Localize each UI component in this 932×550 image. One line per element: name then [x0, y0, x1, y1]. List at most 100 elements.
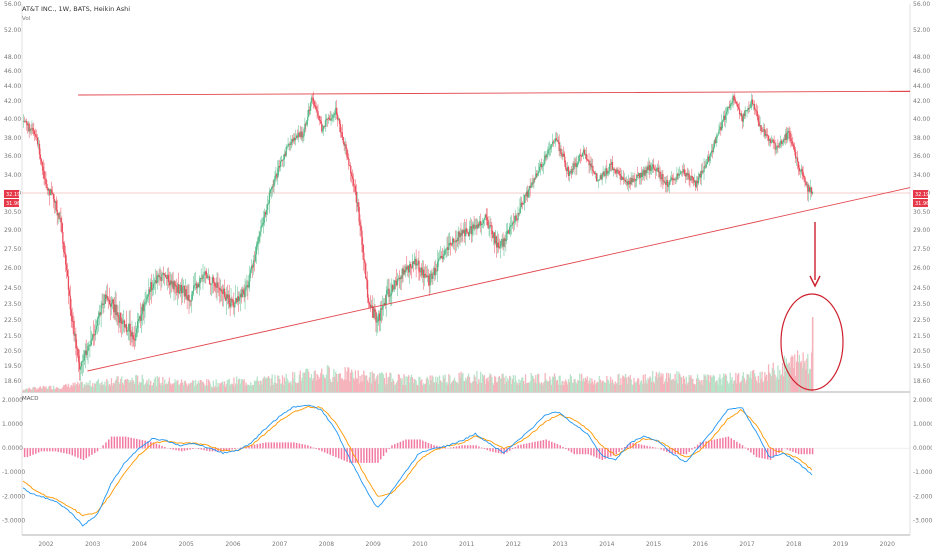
- volume-bar: [93, 383, 96, 392]
- volume-bar: [211, 387, 214, 392]
- macd-histogram-bar: [422, 440, 424, 449]
- candle-body: [103, 303, 105, 305]
- price-tick-label-right: 48.00: [913, 54, 930, 61]
- volume-bar: [701, 384, 703, 392]
- candle-body: [690, 176, 692, 181]
- macd-histogram-bar: [671, 448, 674, 455]
- volume-bar: [354, 370, 357, 392]
- candle-body: [122, 320, 125, 322]
- candle-body: [300, 131, 302, 137]
- volume-bar: [661, 376, 663, 392]
- volume-bar: [599, 379, 601, 392]
- volume-bar: [796, 350, 799, 392]
- candle-body: [641, 172, 644, 178]
- candle-body: [174, 281, 176, 286]
- macd-histogram-bar: [719, 438, 721, 449]
- candle-body: [348, 158, 350, 166]
- candle-body: [30, 128, 32, 130]
- candle-body: [96, 318, 99, 326]
- volume-bar: [222, 384, 225, 392]
- candle-body: [451, 238, 454, 245]
- candle-body: [246, 285, 248, 287]
- candle-body: [433, 268, 435, 275]
- candle-body: [413, 261, 415, 264]
- volume-bar: [373, 373, 375, 392]
- volume-bar: [279, 384, 282, 392]
- candle-body: [163, 273, 165, 276]
- macd-histogram-bar: [643, 445, 646, 449]
- candle-body: [156, 275, 158, 283]
- candle-body: [748, 107, 750, 109]
- candle-body: [294, 138, 297, 141]
- candle-body: [331, 117, 333, 119]
- macd-histogram-bar: [96, 448, 99, 452]
- candle-body: [198, 283, 200, 288]
- volume-bar: [766, 380, 769, 392]
- volume-bar: [144, 384, 146, 392]
- volume-bar: [339, 373, 342, 392]
- volume-bar: [72, 382, 74, 392]
- volume-bar: [740, 380, 743, 392]
- volume-bar: [638, 384, 641, 392]
- volume-bar: [760, 379, 762, 392]
- volume-bar: [297, 382, 300, 392]
- candle-body: [234, 302, 236, 308]
- macd-histogram-bar: [23, 448, 26, 458]
- volume-bar: [302, 372, 304, 392]
- candle-body: [373, 308, 375, 318]
- macd-histogram-bar: [483, 448, 486, 450]
- macd-histogram-bar: [251, 445, 253, 449]
- macd-histogram-bar: [116, 436, 118, 449]
- candle-body: [475, 225, 477, 227]
- candle-body: [468, 228, 471, 237]
- macd-histogram-bar: [702, 441, 704, 449]
- volume-bar: [315, 380, 317, 392]
- price-tick-label-right: 36.00: [913, 153, 930, 160]
- trendline-0[interactable]: [78, 90, 911, 96]
- candle-body: [691, 176, 693, 177]
- candle-body: [36, 136, 38, 138]
- candle-body: [594, 172, 596, 175]
- volume-bar: [88, 385, 90, 392]
- candle-body: [650, 170, 652, 172]
- candle-body: [230, 298, 232, 307]
- candle-body: [790, 138, 792, 141]
- volume-bar: [182, 385, 185, 392]
- volume-bar: [648, 379, 650, 392]
- volume-bar: [401, 378, 403, 392]
- volume-bar: [264, 376, 266, 392]
- candle-body: [753, 104, 756, 110]
- candle-body: [612, 168, 615, 171]
- macd-histogram-bar: [93, 448, 96, 454]
- macd-histogram-bar: [382, 448, 385, 456]
- candle-body: [41, 161, 43, 167]
- candle-body: [636, 174, 638, 181]
- volume-bar: [359, 375, 361, 392]
- candle-body: [721, 121, 723, 131]
- volume-bar: [473, 374, 475, 392]
- volume-bar: [801, 367, 803, 392]
- candle-body: [734, 99, 736, 101]
- candle-body: [536, 173, 538, 176]
- candle-body: [349, 165, 351, 167]
- candle-body: [795, 151, 797, 159]
- volume-bar: [279, 378, 281, 392]
- volume-bar: [50, 385, 52, 392]
- candle-body: [194, 283, 197, 285]
- macd-histogram-bar: [803, 448, 805, 455]
- trendline-1[interactable]: [87, 187, 911, 372]
- candle-body: [654, 169, 657, 172]
- candle-body: [271, 186, 273, 189]
- candle-body: [731, 101, 733, 104]
- candle-body: [605, 168, 607, 176]
- candle-body: [451, 244, 453, 246]
- macd-histogram-bar: [74, 448, 76, 457]
- volume-bar: [655, 371, 658, 392]
- volume-bar: [36, 389, 38, 392]
- candle-body: [460, 233, 462, 236]
- macd-histogram-bar: [161, 445, 163, 449]
- volume-bar: [738, 383, 741, 392]
- macd-histogram-bar: [520, 444, 522, 449]
- volume-bar: [171, 383, 173, 392]
